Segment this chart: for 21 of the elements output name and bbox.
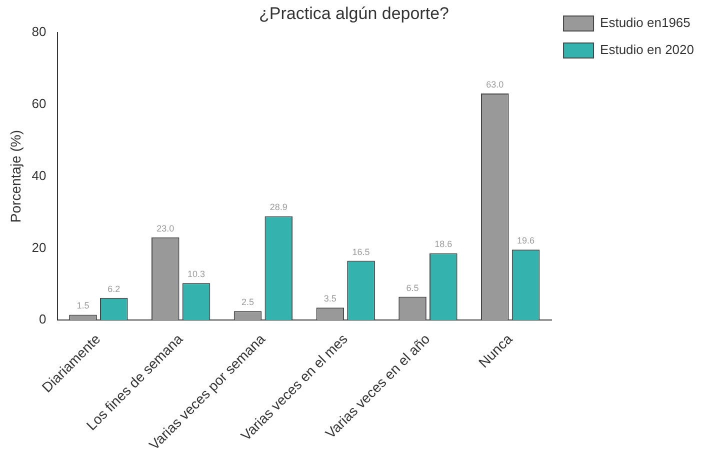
y-tick-label: 60	[32, 96, 46, 111]
y-tick-label: 40	[32, 168, 46, 183]
legend-label: Estudio en 2020	[600, 42, 694, 58]
data-label: 18.6	[434, 239, 452, 250]
data-label: 10.3	[188, 269, 206, 280]
y-tick-label: 0	[39, 312, 46, 327]
legend-label: Estudio en1965	[600, 15, 690, 30]
data-label: 16.5	[352, 246, 370, 257]
data-label: 3.5	[324, 294, 336, 304]
data-label: 19.6	[517, 236, 535, 246]
data-label: 28.9	[270, 202, 288, 212]
y-tick-label: 20	[32, 240, 46, 255]
y-axis-title: Porcentaje (%)	[7, 130, 24, 223]
data-label: 6.5	[406, 282, 419, 293]
data-label: 2.5	[242, 297, 254, 308]
data-label: 6.2	[108, 284, 120, 294]
data-label: 63.0	[486, 80, 504, 90]
y-tick-label: 80	[32, 24, 46, 39]
chart-title: ¿Practica algún deporte?	[259, 4, 449, 23]
data-label: 1.5	[76, 300, 90, 311]
data-label: 23.0	[156, 223, 174, 234]
